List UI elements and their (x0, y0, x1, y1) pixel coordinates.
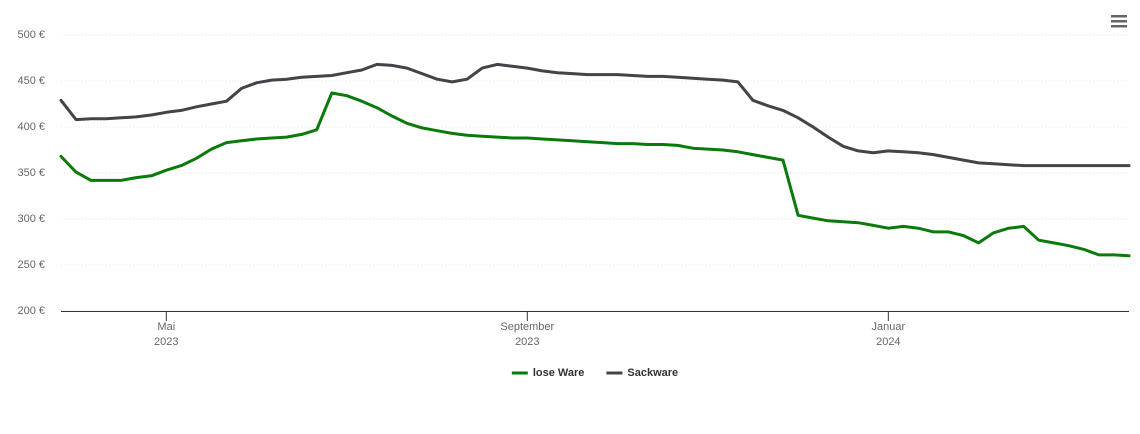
y-tick-label: 200 € (17, 305, 45, 317)
y-tick-label: 500 € (17, 29, 45, 41)
legend-label: lose Ware (533, 367, 585, 379)
x-tick-label: Januar (872, 321, 906, 333)
x-tick-label: 2023 (515, 336, 539, 348)
x-tick-label: September (500, 321, 554, 333)
menu-bar (1111, 20, 1127, 23)
series-line (59, 62, 1131, 168)
y-tick-label: 450 € (17, 75, 45, 87)
legend-item[interactable]: Sackware (606, 367, 678, 379)
menu-bar (1111, 15, 1127, 18)
legend-label: Sackware (627, 367, 678, 379)
y-tick-label: 400 € (17, 121, 45, 133)
y-tick-label: 250 € (17, 259, 45, 271)
menu-button[interactable] (1108, 12, 1130, 32)
y-tick-label: 350 € (17, 167, 45, 179)
y-tick-label: 300 € (17, 213, 45, 225)
menu-bar (1111, 25, 1127, 28)
series-line (59, 91, 1131, 258)
legend-item[interactable]: lose Ware (511, 367, 585, 379)
x-tick-label: 2024 (876, 336, 900, 348)
x-tick-label: 2023 (154, 336, 178, 348)
x-tick-label: Mai (157, 321, 175, 333)
legend: lose Ware Sackware (511, 367, 678, 379)
